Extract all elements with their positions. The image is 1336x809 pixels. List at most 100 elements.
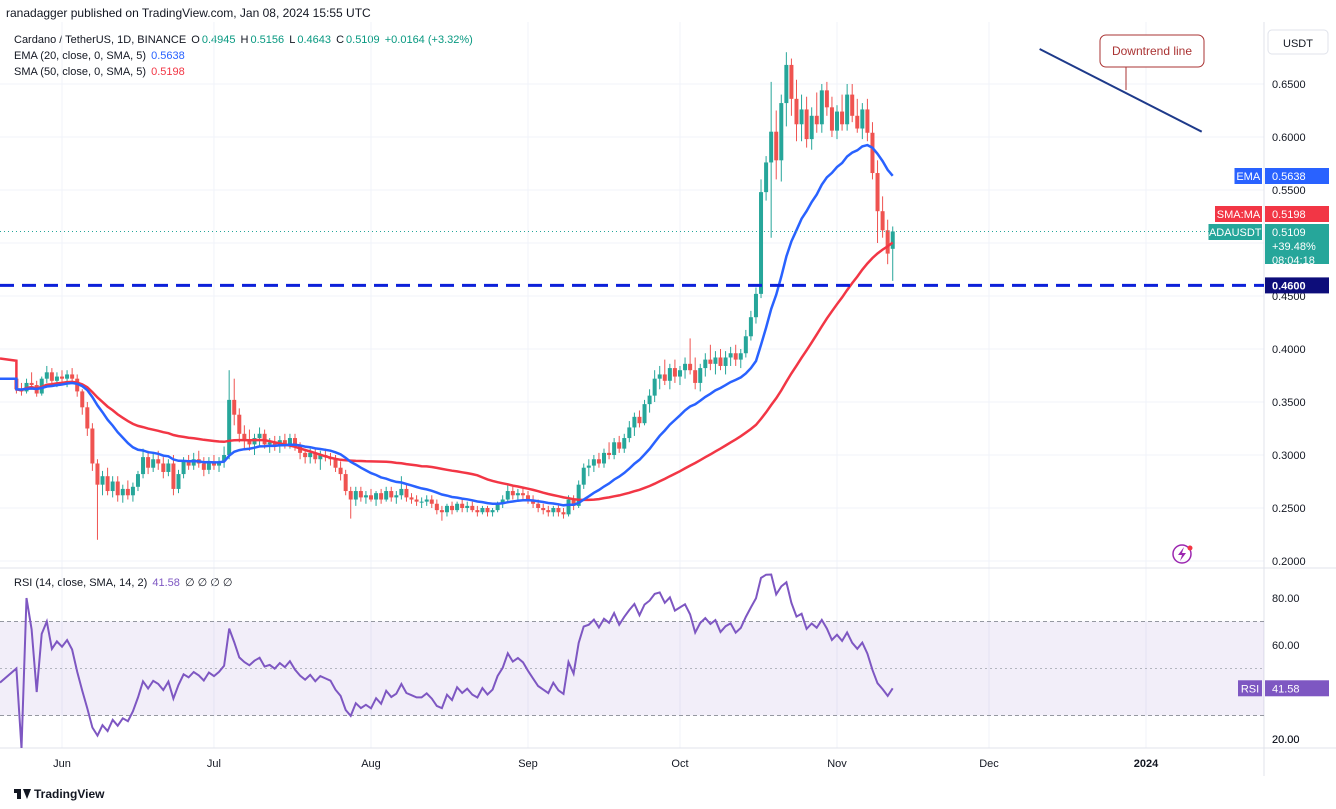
candle-body	[515, 493, 520, 496]
candle	[60, 370, 64, 383]
candle-body	[247, 440, 252, 445]
candle	[835, 105, 840, 140]
currency-button[interactable]: USDT	[1267, 29, 1329, 55]
rsi-legend-extra: ∅ ∅ ∅ ∅	[184, 577, 233, 589]
candle	[166, 459, 171, 477]
candle-body	[561, 512, 566, 515]
rsi-pane	[0, 573, 1264, 748]
candle	[642, 399, 647, 426]
rsi-tag: RSI 41.58	[1238, 680, 1329, 697]
candle	[662, 359, 667, 386]
candle-body	[551, 508, 556, 513]
candle-body	[657, 374, 662, 379]
candle-body	[586, 465, 591, 468]
candle	[647, 389, 652, 413]
candle	[80, 389, 85, 415]
candle-body	[191, 459, 196, 466]
candle	[824, 81, 829, 116]
candle	[100, 470, 105, 496]
grid	[0, 22, 1336, 776]
candle	[429, 495, 434, 508]
candle	[171, 455, 176, 496]
candle-body	[100, 476, 105, 485]
support-tag-box	[1265, 277, 1329, 294]
candle-body	[222, 455, 227, 462]
candle	[439, 505, 444, 521]
candle	[526, 491, 531, 504]
candle	[627, 421, 632, 443]
sma-tag-value: 0.5198	[1272, 209, 1306, 221]
candle-body	[368, 495, 373, 500]
candle	[135, 470, 140, 492]
candle-body	[44, 372, 49, 379]
candle	[450, 501, 455, 515]
open-label: O	[191, 34, 200, 46]
sma-legend-label: SMA (50, close, 0, SMA, 5)	[14, 66, 147, 78]
candle	[313, 448, 318, 464]
candle	[804, 96, 809, 148]
candle-body	[414, 499, 419, 502]
candle	[90, 423, 95, 471]
candle-body	[146, 457, 151, 468]
pair-tag-label-box	[1208, 224, 1262, 240]
candle-body	[374, 493, 379, 500]
candle-body	[870, 132, 875, 174]
candle-body	[855, 115, 860, 129]
candle-body	[161, 463, 166, 472]
candle	[510, 486, 515, 500]
candle	[500, 495, 505, 508]
candle-body	[29, 382, 34, 386]
candle	[434, 499, 439, 515]
price-tick-label: 0.2500	[1272, 503, 1306, 515]
candle	[217, 457, 222, 472]
candle-body	[652, 378, 657, 396]
rsi-line	[0, 573, 894, 748]
candle-body	[54, 376, 59, 381]
candle	[338, 461, 343, 481]
price-tick-label: 0.3000	[1272, 450, 1306, 462]
candle	[227, 370, 232, 460]
candle-body	[394, 495, 399, 498]
candle	[617, 435, 622, 453]
candle-body	[186, 461, 191, 466]
candle-body	[156, 459, 161, 464]
candle	[399, 476, 404, 500]
candle-body	[470, 505, 475, 511]
candle	[693, 357, 698, 390]
candle	[703, 353, 708, 377]
ema-tag-value: 0.5638	[1272, 171, 1306, 183]
candle	[612, 438, 617, 460]
candle	[161, 457, 166, 479]
ema-tag-value-box	[1265, 168, 1329, 184]
candle	[70, 368, 75, 383]
candle	[242, 425, 247, 449]
candle-body	[683, 363, 688, 371]
candle-body	[90, 428, 95, 464]
candle	[444, 503, 449, 517]
candle-body	[490, 510, 495, 513]
rsi-tick-label: 20.00	[1272, 734, 1300, 746]
candle	[455, 501, 460, 513]
candle-body	[70, 374, 75, 379]
candle	[799, 94, 804, 142]
candle-body	[333, 459, 338, 468]
candle-body	[880, 211, 885, 231]
candle-body	[171, 463, 176, 489]
currency-button-label: USDT	[1283, 38, 1313, 50]
candle	[363, 491, 368, 504]
candle-body	[809, 115, 814, 140]
high-value: 0.5156	[250, 34, 285, 46]
candle-body	[115, 481, 120, 496]
candle-body	[495, 503, 500, 511]
candle-body	[505, 491, 510, 500]
ema-legend: EMA (20, close, 0, SMA, 5) 0.5638	[14, 50, 187, 62]
sma-tag: SMA:MA 0.5198	[1215, 206, 1329, 222]
candle-body	[500, 499, 505, 504]
symbol-title: Cardano / TetherUS, 1D, BINANCE	[14, 34, 187, 46]
candle-body	[789, 64, 794, 99]
candle-body	[419, 501, 424, 503]
candle	[753, 287, 758, 324]
candle-body	[181, 461, 186, 475]
candle-body	[257, 433, 262, 439]
